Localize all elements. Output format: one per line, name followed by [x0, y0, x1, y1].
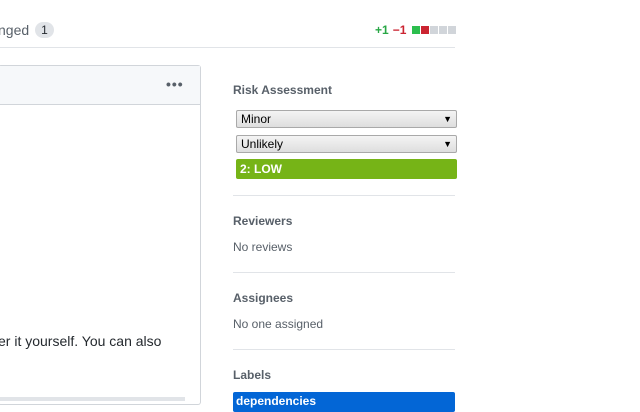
divider [233, 349, 455, 350]
reviewers-value: No reviews [233, 240, 293, 254]
comment-box [0, 65, 201, 405]
tab-files-changed[interactable]: nged 1 [0, 22, 54, 38]
additions: +1 [375, 23, 389, 37]
tab-divider [0, 47, 455, 48]
likelihood-select[interactable]: Unlikely ▼ [236, 135, 457, 153]
diffstat-block [448, 26, 457, 34]
diffstat-blocks [412, 26, 457, 34]
label-dependencies[interactable]: dependencies [233, 392, 455, 412]
diffstat: +1 −1 [375, 23, 457, 37]
divider [233, 272, 455, 273]
divider [233, 195, 455, 196]
comment-footer-bar [0, 397, 185, 401]
diffstat-block [430, 26, 439, 34]
impact-select[interactable]: Minor ▼ [236, 110, 457, 128]
impact-value: Minor [241, 112, 272, 126]
reviewers-heading[interactable]: Reviewers [233, 214, 293, 228]
deletions: −1 [392, 23, 407, 37]
labels-heading[interactable]: Labels [233, 368, 272, 382]
risk-result: 2: LOW [236, 159, 457, 179]
diffstat-block [412, 26, 421, 34]
comment-header [0, 66, 200, 105]
dropdown-arrow-icon: ▼ [443, 114, 452, 124]
assignees-heading[interactable]: Assignees [233, 291, 294, 305]
tab-label: nged [0, 22, 30, 38]
dropdown-arrow-icon: ▼ [443, 139, 452, 149]
likelihood-value: Unlikely [241, 137, 284, 151]
assignees-value: No one assigned [233, 317, 324, 331]
diffstat-block [439, 26, 448, 34]
diffstat-block [421, 26, 430, 34]
files-changed-count: 1 [35, 22, 54, 38]
risk-heading: Risk Assessment [233, 83, 332, 97]
kebab-horizontal-icon[interactable]: ••• [166, 76, 184, 92]
comment-text: er it yourself. You can also [0, 333, 162, 349]
